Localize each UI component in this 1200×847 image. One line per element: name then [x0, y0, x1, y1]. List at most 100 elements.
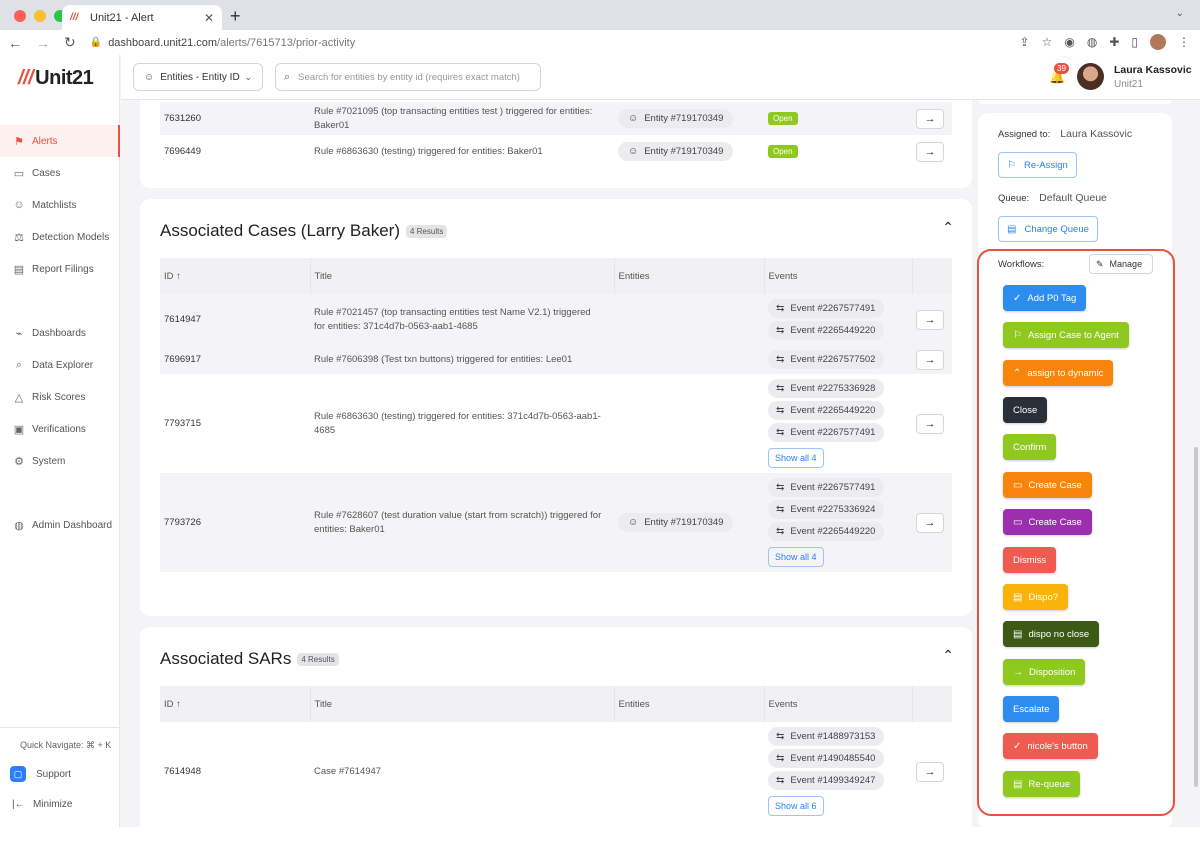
show-all-button[interactable]: Show all 6 — [768, 796, 824, 816]
workflow-button-escalate[interactable]: Escalate — [1003, 696, 1060, 722]
entity-chip[interactable]: ☺ Entity #719170349 — [618, 142, 734, 161]
extension-icon[interactable]: ◉ — [1064, 35, 1075, 49]
table-row[interactable]: 7614947 Rule #7021457 (top transacting en… — [160, 294, 952, 345]
share-icon[interactable]: ⇪ — [1019, 35, 1030, 49]
new-tab-icon[interactable]: + — [230, 6, 241, 26]
more-menu-icon[interactable]: ⋮ — [1178, 35, 1190, 49]
workflow-button-assign-to-dynamic[interactable]: ⌃ assign to dynamic — [1003, 360, 1114, 386]
table-row[interactable]: 7696917 Rule #7606398 (Test txn buttons) … — [160, 345, 952, 374]
sidebar-item-data-explorer[interactable]: ⌕ Data Explorer — [0, 349, 120, 381]
close-window-button[interactable] — [14, 10, 26, 22]
workflow-button-confirm[interactable]: Confirm — [1003, 434, 1057, 460]
workflow-button-close[interactable]: Close — [1003, 397, 1048, 423]
reload-icon[interactable]: ↻ — [64, 34, 76, 50]
event-chip[interactable]: ⇆ Event #2267577491 — [768, 423, 884, 442]
open-alert-arrow-icon[interactable]: → — [916, 141, 944, 162]
event-chip[interactable]: ⇆ Event #2265449220 — [768, 321, 884, 340]
event-chip[interactable]: ⇆ Event #1499349247 — [768, 771, 884, 790]
row-title: Rule #6863630 (testing) triggered for en… — [314, 410, 601, 436]
extension-icon-2[interactable]: ◍ — [1086, 35, 1098, 49]
event-chip[interactable]: ⇆ Event #2265449220 — [768, 401, 884, 420]
table-row[interactable]: 7614948 Case #7614947 ⇆ Event #1488973153 ⇆ E… — [160, 722, 952, 821]
workflow-button-dispo-[interactable]: ▤ Dispo? — [1003, 584, 1069, 610]
workflow-button-create-case[interactable]: ▭ Create Case — [1003, 509, 1092, 535]
show-all-button[interactable]: Show all 4 — [768, 448, 824, 468]
sidebar-item-label: System — [32, 455, 66, 467]
manage-workflows-button[interactable]: ✎ Manage — [1089, 254, 1153, 274]
id-column-header[interactable]: ID ↑ — [160, 258, 311, 294]
row-title: Rule #7021457 (top transacting entities … — [310, 294, 614, 345]
table-row[interactable]: 7696449 Rule #6863630 (testing) triggered… — [160, 135, 952, 168]
sidebar-item-admin-dashboard[interactable]: ◍ Admin Dashboard — [0, 509, 120, 541]
forward-icon[interactable]: → — [36, 34, 50, 51]
event-chip[interactable]: ⇆ Event #2275336928 — [768, 379, 884, 398]
user-avatar[interactable] — [1077, 63, 1104, 90]
support-link[interactable]: ▢ Support — [10, 766, 71, 782]
open-row-arrow-icon[interactable]: → — [916, 761, 944, 782]
open-row-arrow-icon[interactable]: → — [916, 512, 944, 533]
event-chip[interactable]: ⇆ Event #2267577491 — [768, 478, 884, 497]
sidebar-item-matchlists[interactable]: ☺ Matchlists — [0, 189, 120, 221]
minimize-button[interactable]: |← Minimize — [12, 799, 72, 810]
reassign-button[interactable]: ⚐ Re-Assign — [998, 152, 1077, 178]
user-name[interactable]: Laura Kassovic — [1114, 64, 1192, 76]
scrollbar[interactable] — [1194, 447, 1198, 787]
puzzle-icon[interactable]: ✚ — [1109, 35, 1120, 49]
profile-avatar[interactable] — [1150, 34, 1166, 50]
sidebar-item-verifications[interactable]: ▣ Verifications — [0, 413, 120, 445]
sidebar-item-system[interactable]: ⚙ System — [0, 445, 120, 477]
event-chip[interactable]: ⇆ Event #1490485540 — [768, 749, 884, 768]
workflow-button-create-case[interactable]: ▭ Create Case — [1003, 472, 1092, 498]
workflow-button-disposition[interactable]: → Disposition — [1003, 659, 1086, 685]
sidebar-item-cases[interactable]: ▭ Cases — [0, 157, 120, 189]
url-field[interactable]: dashboard.unit21.com/alerts/7615713/prio… — [108, 37, 355, 49]
workflow-button-dispo-no-close[interactable]: ▤ dispo no close — [1003, 621, 1100, 647]
event-chip[interactable]: ⇆ Event #2267577502 — [768, 350, 884, 369]
entity-chip[interactable]: ☺ Entity #719170349 — [618, 109, 734, 128]
search-input[interactable]: ⌕ Search for entities by entity id (requ… — [275, 63, 541, 91]
sidebar-toggle-icon[interactable]: ▯ — [1131, 35, 1138, 49]
workflow-button-nicole-s-button[interactable]: ✓ nicole's button — [1003, 733, 1098, 759]
event-chip[interactable]: ⇆ Event #2265449220 — [768, 522, 884, 541]
entity-type-select[interactable]: ☺ Entities - Entity ID ⌄ — [133, 63, 263, 91]
sidebar-item-alerts[interactable]: ⚑ Alerts — [0, 125, 120, 157]
workflow-button-dismiss[interactable]: Dismiss — [1003, 547, 1057, 573]
logo[interactable]: ///Unit21 — [18, 67, 94, 90]
open-row-arrow-icon[interactable]: → — [916, 349, 944, 370]
show-all-button[interactable]: Show all 4 — [768, 547, 824, 567]
open-row-arrow-icon[interactable]: → — [916, 413, 944, 434]
swap-arrows-icon: ⇆ — [776, 325, 785, 336]
tab-list-chevron-icon[interactable]: ⌄ — [1175, 8, 1184, 19]
table-row[interactable]: 7793715 Rule #6863630 (testing) triggered… — [160, 374, 952, 473]
minimize-window-button[interactable] — [34, 10, 46, 22]
sidebar-item-detection-models[interactable]: ⚖ Detection Models — [0, 221, 120, 253]
change-queue-button[interactable]: ▤ Change Queue — [998, 216, 1098, 242]
back-icon[interactable]: ← — [8, 34, 22, 51]
browser-tab[interactable]: /// Unit21 - Alert ✕ — [62, 5, 222, 30]
sidebar-item-risk-scores[interactable]: △ Risk Scores — [0, 381, 120, 413]
close-tab-icon[interactable]: ✕ — [203, 10, 214, 25]
event-chip[interactable]: ⇆ Event #1488973153 — [768, 727, 884, 746]
event-chip[interactable]: ⇆ Event #2275336924 — [768, 500, 884, 519]
collapse-sars-chevron-icon[interactable]: ⌃ — [942, 647, 954, 663]
workflow-button-re-queue[interactable]: ▤ Re-queue — [1003, 771, 1081, 797]
open-row-arrow-icon[interactable]: → — [916, 309, 944, 330]
event-chip[interactable]: ⇆ Event #2267577491 — [768, 299, 884, 318]
entity-chip[interactable]: ☺ Entity #719170349 — [618, 513, 734, 532]
table-row[interactable]: 7793726 Rule #7628607 (test duration valu… — [160, 473, 952, 572]
table-row[interactable]: 7631260 Rule #7021095 (top transacting en… — [160, 102, 952, 135]
sidebar-nav: ⚑ Alerts ▭ Cases ☺ Matchlists ⚖ Detection Model… — [0, 125, 120, 541]
open-alert-arrow-icon[interactable]: → — [916, 108, 944, 129]
event-label: Event #2275336928 — [790, 383, 876, 394]
sidebar-item-label: Cases — [32, 167, 61, 179]
actions-column-header — [912, 686, 952, 722]
workflow-button-add-p0-tag[interactable]: ✓ Add P0 Tag — [1003, 285, 1087, 311]
sidebar-item-dashboards[interactable]: ⌁ Dashboards — [0, 317, 120, 349]
id-column-header[interactable]: ID ↑ — [160, 686, 311, 722]
workflow-button-assign-case-to-agent[interactable]: ⚐ Assign Case to Agent — [1003, 322, 1129, 348]
workflow-label: Disposition — [1029, 666, 1076, 678]
swap-arrows-icon: ⇆ — [776, 753, 785, 764]
collapse-cases-chevron-icon[interactable]: ⌃ — [942, 219, 954, 235]
sidebar-item-report-filings[interactable]: ▤ Report Filings — [0, 253, 120, 285]
bookmark-star-icon[interactable]: ☆ — [1041, 35, 1053, 49]
